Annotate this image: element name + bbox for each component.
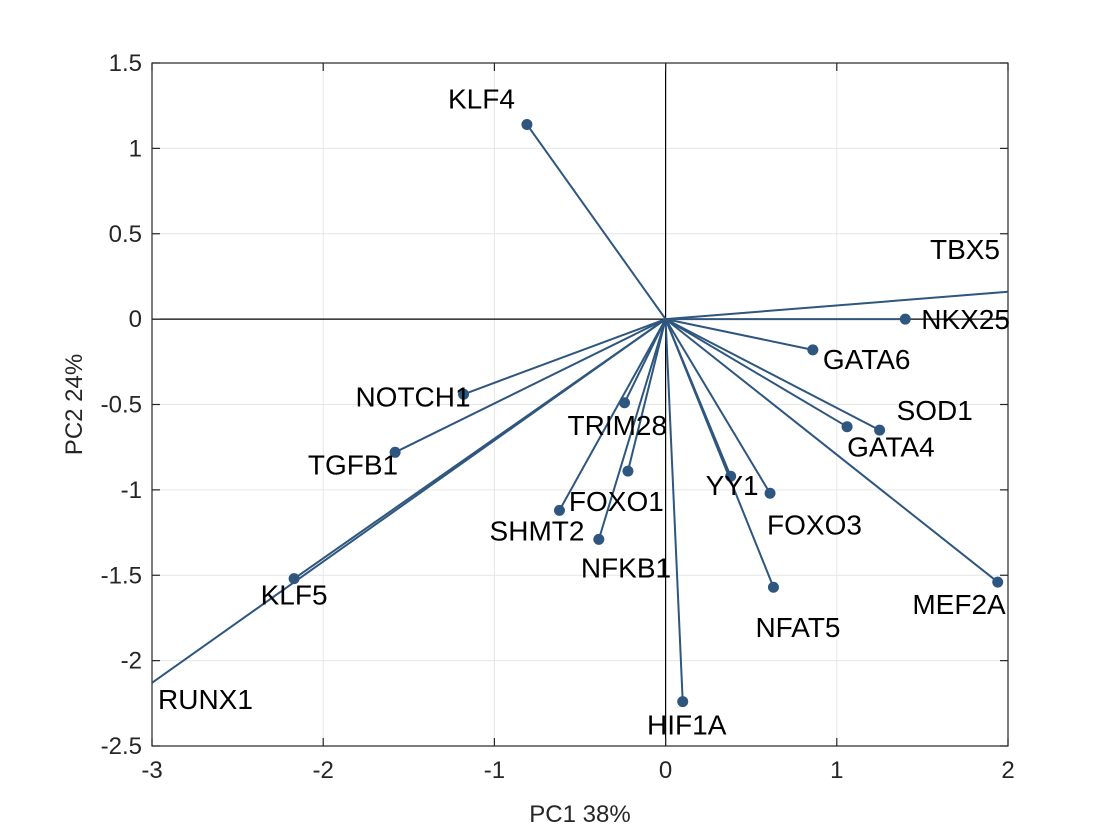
x-tick-label: -1 bbox=[484, 757, 505, 784]
vector-marker bbox=[521, 118, 533, 130]
x-tick-label: 1 bbox=[830, 757, 843, 784]
vector-line bbox=[463, 318, 666, 396]
y-tick-label: 1 bbox=[129, 135, 142, 162]
y-tick-label: -0.5 bbox=[101, 392, 142, 419]
y-tick-label: 0.5 bbox=[109, 221, 142, 248]
vector-line bbox=[394, 318, 667, 454]
vector-line bbox=[665, 318, 881, 432]
y-tick-label: -1.5 bbox=[101, 562, 142, 589]
vector-marker bbox=[389, 446, 401, 458]
vector-line bbox=[664, 318, 999, 583]
vector-label: HIF1A bbox=[647, 710, 727, 741]
vector-marker bbox=[553, 504, 565, 516]
vector-marker bbox=[874, 424, 886, 436]
vector-line bbox=[665, 290, 1009, 321]
y-axis-label: PC2 24% bbox=[61, 354, 88, 455]
vector-line bbox=[626, 318, 667, 472]
vector-label: TBX5 bbox=[930, 234, 1000, 265]
vector-label: TGFB1 bbox=[308, 449, 398, 480]
vector-label: NOTCH1 bbox=[355, 381, 470, 412]
vector-marker bbox=[677, 696, 689, 708]
x-axis-label: PC1 38% bbox=[529, 801, 630, 828]
vector-line bbox=[558, 318, 667, 511]
y-tick-label: 1.5 bbox=[109, 50, 142, 77]
vector-label: MEF2A bbox=[912, 589, 1006, 620]
x-tick-label: -3 bbox=[141, 757, 162, 784]
x-tick-label: 2 bbox=[1001, 757, 1014, 784]
vector-label: GATA6 bbox=[823, 344, 911, 375]
vector-label: YY1 bbox=[706, 470, 759, 501]
vector-label: FOXO1 bbox=[569, 486, 664, 517]
vector-marker bbox=[767, 581, 779, 593]
vector-line bbox=[664, 318, 771, 494]
vector-label: FOXO3 bbox=[767, 509, 862, 540]
vector-label: NFAT5 bbox=[755, 612, 840, 643]
vector-line bbox=[526, 123, 667, 320]
vector-label: NKX25 bbox=[921, 304, 1010, 335]
y-tick-label: -2 bbox=[121, 648, 142, 675]
vector-label: GATA4 bbox=[847, 432, 935, 463]
vector-label: SHMT2 bbox=[490, 515, 585, 546]
vector-marker bbox=[992, 576, 1004, 588]
x-tick-label: -2 bbox=[313, 757, 334, 784]
y-tick-label: -2.5 bbox=[101, 733, 142, 760]
vector-marker bbox=[764, 487, 776, 499]
axes: -3 -2 -1 0 1 2 -2.5 -2 -1.5 -1 -0.5 0 0.5 1 1.5 bbox=[101, 50, 1015, 784]
vector-label: NFKB1 bbox=[581, 552, 671, 583]
vector-line bbox=[597, 318, 667, 540]
vector-marker bbox=[841, 421, 853, 433]
vector-label: SOD1 bbox=[897, 395, 973, 426]
vector-line bbox=[151, 318, 667, 684]
vector-marker bbox=[593, 533, 605, 545]
vector-line bbox=[664, 318, 775, 588]
vector-marker bbox=[458, 388, 470, 400]
vector-line bbox=[665, 318, 848, 428]
vector-label: RUNX1 bbox=[158, 684, 253, 715]
vector-marker bbox=[899, 313, 911, 325]
vector-label: KLF5 bbox=[261, 580, 328, 611]
vector-marker bbox=[807, 344, 819, 356]
vector-label: KLF4 bbox=[448, 83, 515, 114]
loading-vectors bbox=[151, 118, 1009, 708]
vector-marker bbox=[622, 465, 634, 477]
grid-lines bbox=[152, 63, 1008, 746]
vector-labels: KLF4 TBX5 NKX25 GATA6 SOD1 GATA4 NOTCH1 TRIM28 T… bbox=[158, 83, 1010, 740]
y-tick-label: -1 bbox=[121, 477, 142, 504]
vector-line bbox=[665, 318, 814, 351]
x-tick-label: 0 bbox=[659, 757, 672, 784]
vector-label: TRIM28 bbox=[568, 410, 668, 441]
y-tick-label: 0 bbox=[129, 306, 142, 333]
vector-line bbox=[664, 319, 684, 702]
